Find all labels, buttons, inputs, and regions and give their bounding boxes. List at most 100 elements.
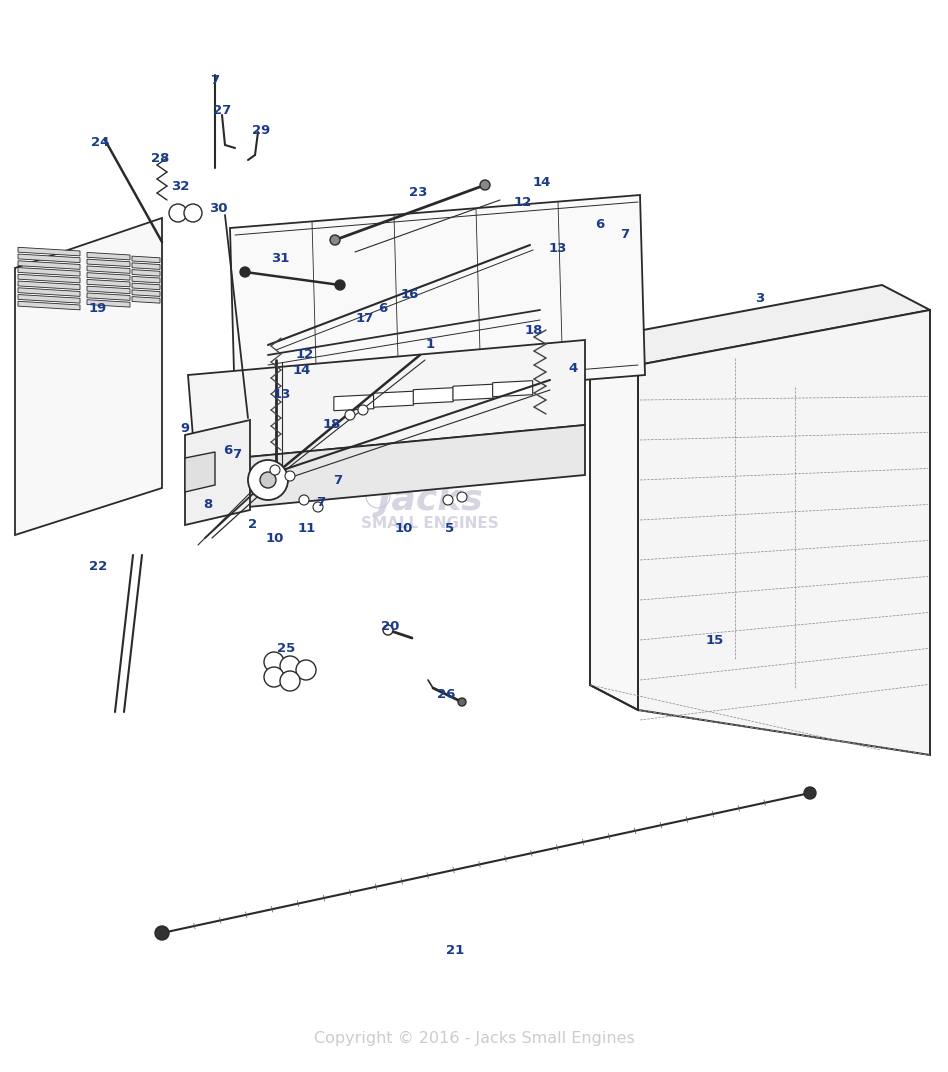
Text: Copyright © 2016 - Jacks Small Engines: Copyright © 2016 - Jacks Small Engines — [314, 1030, 634, 1045]
Text: 13: 13 — [273, 388, 291, 402]
Text: 32: 32 — [171, 179, 190, 193]
Polygon shape — [18, 274, 80, 283]
Circle shape — [285, 471, 295, 481]
Polygon shape — [87, 293, 130, 300]
Text: 5: 5 — [446, 521, 454, 535]
Polygon shape — [18, 248, 80, 256]
Polygon shape — [87, 259, 130, 267]
Text: 6: 6 — [595, 219, 605, 232]
Text: 13: 13 — [549, 241, 567, 254]
Circle shape — [383, 625, 393, 635]
Text: 2: 2 — [248, 518, 258, 531]
Polygon shape — [18, 260, 80, 269]
Circle shape — [240, 267, 250, 277]
Circle shape — [264, 652, 284, 672]
Polygon shape — [132, 263, 160, 269]
Polygon shape — [132, 283, 160, 289]
Circle shape — [260, 472, 276, 488]
Polygon shape — [493, 381, 533, 397]
Text: 7: 7 — [232, 448, 242, 462]
Circle shape — [345, 410, 355, 420]
Text: 31: 31 — [271, 252, 289, 265]
Circle shape — [296, 660, 316, 680]
Polygon shape — [413, 388, 453, 404]
Polygon shape — [87, 266, 130, 273]
Circle shape — [270, 465, 280, 475]
Polygon shape — [132, 256, 160, 263]
Polygon shape — [334, 394, 374, 411]
Circle shape — [480, 180, 490, 190]
Polygon shape — [453, 384, 493, 400]
Text: 24: 24 — [91, 136, 109, 149]
Text: 4: 4 — [569, 361, 577, 374]
Polygon shape — [185, 420, 250, 525]
Text: 30: 30 — [209, 202, 228, 214]
Text: 17: 17 — [356, 312, 374, 325]
Polygon shape — [132, 277, 160, 283]
Text: 21: 21 — [446, 943, 465, 956]
Text: 14: 14 — [533, 177, 551, 190]
Text: 8: 8 — [204, 497, 212, 510]
Circle shape — [335, 280, 345, 291]
Text: 18: 18 — [323, 418, 341, 432]
Circle shape — [443, 495, 453, 505]
Text: 28: 28 — [151, 151, 169, 164]
Text: 7: 7 — [334, 474, 342, 487]
Circle shape — [313, 502, 323, 512]
Polygon shape — [18, 281, 80, 289]
Text: 14: 14 — [293, 363, 311, 376]
Text: 12: 12 — [514, 195, 532, 208]
Text: 1: 1 — [426, 339, 434, 352]
Polygon shape — [132, 289, 160, 297]
Polygon shape — [230, 195, 645, 408]
Polygon shape — [638, 310, 930, 755]
Text: 11: 11 — [298, 521, 316, 535]
Text: 7: 7 — [210, 74, 220, 87]
Circle shape — [280, 656, 300, 676]
Text: 27: 27 — [213, 104, 231, 117]
Polygon shape — [195, 425, 585, 512]
Text: 16: 16 — [401, 288, 419, 301]
Polygon shape — [87, 300, 130, 307]
Text: 29: 29 — [252, 123, 270, 136]
Polygon shape — [590, 285, 930, 364]
Text: 9: 9 — [180, 421, 190, 434]
Text: 19: 19 — [89, 301, 107, 314]
Polygon shape — [18, 254, 80, 263]
Circle shape — [457, 492, 467, 502]
Circle shape — [299, 495, 309, 505]
Text: 18: 18 — [525, 324, 543, 337]
Circle shape — [358, 405, 368, 415]
Text: 15: 15 — [706, 634, 724, 646]
Polygon shape — [590, 340, 638, 710]
Circle shape — [155, 926, 169, 940]
Circle shape — [458, 698, 466, 706]
Polygon shape — [87, 286, 130, 294]
Circle shape — [248, 460, 288, 500]
Circle shape — [280, 671, 300, 691]
Polygon shape — [185, 452, 215, 492]
Circle shape — [264, 667, 284, 687]
Text: 23: 23 — [409, 187, 428, 199]
Polygon shape — [18, 268, 80, 277]
Text: 10: 10 — [394, 521, 413, 535]
Circle shape — [169, 204, 187, 222]
Text: 6: 6 — [224, 444, 232, 457]
Text: 3: 3 — [756, 292, 765, 304]
Text: 12: 12 — [296, 348, 314, 361]
Polygon shape — [87, 272, 130, 280]
Circle shape — [804, 787, 816, 799]
Polygon shape — [18, 287, 80, 296]
Polygon shape — [18, 295, 80, 303]
Text: SMALL ENGINES: SMALL ENGINES — [361, 517, 499, 532]
Polygon shape — [87, 252, 130, 259]
Polygon shape — [374, 391, 413, 407]
Polygon shape — [132, 297, 160, 303]
Text: 20: 20 — [381, 620, 399, 632]
Text: 25: 25 — [277, 641, 295, 655]
Text: 7: 7 — [317, 495, 325, 508]
Polygon shape — [188, 340, 585, 462]
Text: Jacks: Jacks — [377, 483, 483, 517]
Polygon shape — [15, 218, 162, 535]
Text: 26: 26 — [437, 688, 455, 701]
